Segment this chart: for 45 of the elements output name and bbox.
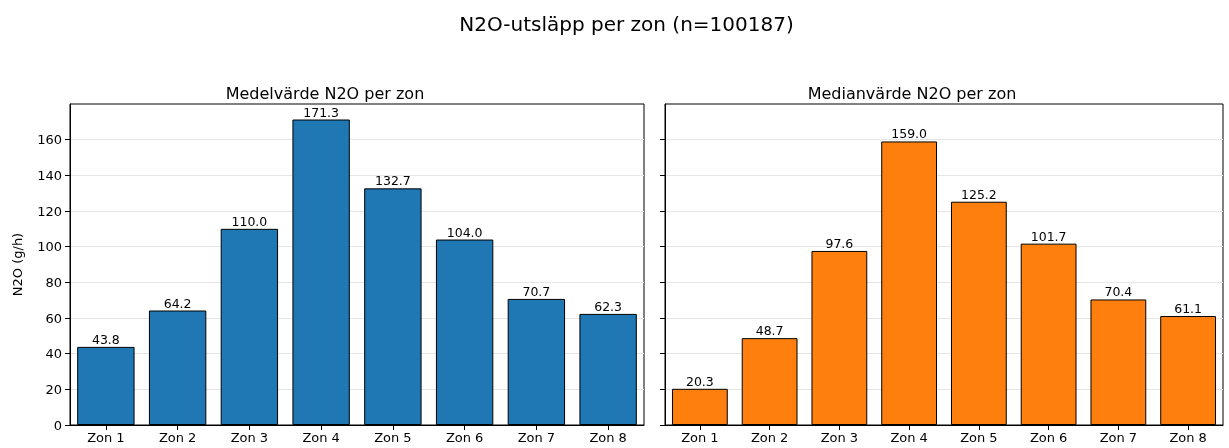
x-tick-label: Zon 4 (302, 430, 340, 445)
data-label: 101.7 (1030, 228, 1067, 244)
x-tick-label: Zon 5 (960, 430, 998, 445)
data-label: 43.8 (91, 331, 120, 347)
data-label: 20.3 (685, 373, 714, 389)
x-tick-label: Zon 3 (820, 430, 859, 445)
x-tick-label: Zon 6 (445, 430, 484, 445)
data-label: 61.1 (1174, 301, 1203, 317)
x-tick-label: Zon 8 (589, 430, 627, 445)
x-tick-label: Zon 2 (158, 430, 197, 445)
data-label: 132.7 (374, 173, 411, 189)
data-label: 159.0 (891, 126, 928, 142)
x-tick-label: Zon 6 (1029, 430, 1068, 445)
data-label: 64.2 (163, 295, 192, 311)
y-tick-label: 160 (37, 132, 62, 148)
data-label: 70.7 (522, 283, 551, 299)
y-tick-label: 100 (37, 239, 62, 255)
y-tick-label: 140 (37, 167, 62, 183)
data-label: 125.2 (960, 186, 997, 202)
data-label: 48.7 (755, 323, 784, 339)
chart-subtitle: Medelvärde N2O per zon (225, 83, 425, 103)
data-label: 97.6 (825, 235, 854, 251)
x-tick-label: Zon 3 (230, 430, 269, 445)
x-tick-label: Zon 7 (517, 430, 556, 445)
chart-subtitle: Medianvärde N2O per zon (807, 83, 1017, 103)
y-tick-label: 120 (37, 203, 62, 219)
y-axis-title: N2O (g/h) (10, 232, 25, 297)
y-tick-label: 40 (45, 346, 62, 362)
x-tick-label: Zon 1 (681, 430, 719, 445)
x-tick-label: Zon 4 (890, 430, 928, 445)
data-label: 110.0 (231, 213, 268, 229)
x-tick-label: Zon 8 (1169, 430, 1207, 445)
x-tick-label: Zon 7 (1099, 430, 1138, 445)
y-tick-label: 80 (45, 274, 62, 290)
y-tick-label: 0 (53, 417, 62, 433)
data-label: 171.3 (303, 104, 340, 120)
x-tick-label: Zon 2 (750, 430, 789, 445)
y-tick-label: 60 (45, 310, 62, 326)
chart-title: N2O-utsläpp per zon (n=100187) (458, 12, 795, 36)
data-label: 70.4 (1104, 284, 1133, 300)
x-tick-label: Zon 1 (87, 430, 125, 445)
data-label: 104.0 (446, 224, 483, 240)
y-tick-label: 20 (45, 381, 62, 397)
data-label: 62.3 (594, 298, 623, 314)
x-tick-label: Zon 5 (374, 430, 412, 445)
